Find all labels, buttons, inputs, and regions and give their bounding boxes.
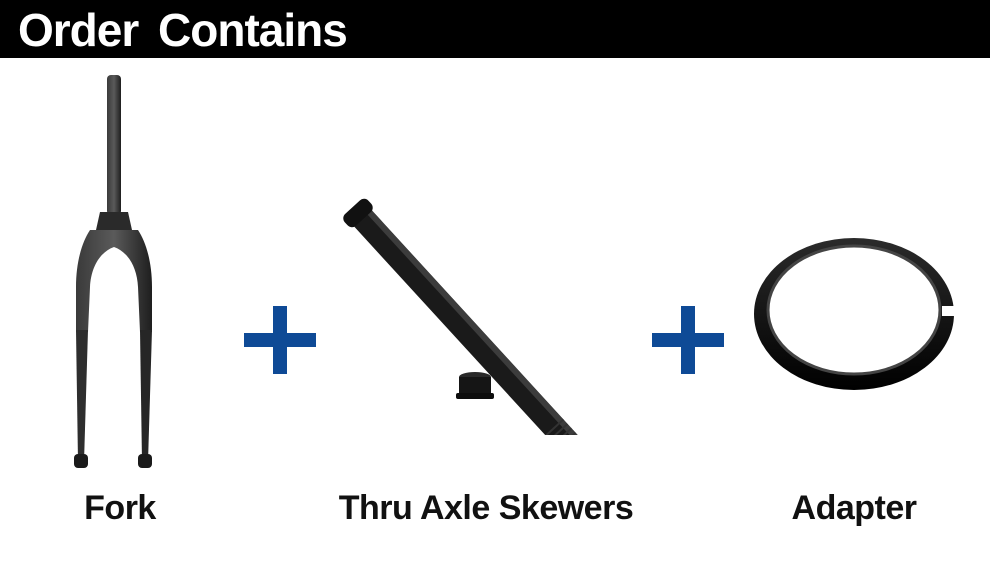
adapter-ring-icon [754,238,958,390]
thru-axle-icon [343,198,584,435]
plus-icon [244,306,316,374]
fork-icon [74,75,152,468]
header-bar: Order Contains [0,0,990,58]
item-label-adapter: Adapter [791,489,917,527]
item-label-thru-axle: Thru Axle Skewers [338,489,634,527]
plus-icon [652,306,724,374]
page-title: Order Contains [18,4,348,56]
item-label-fork: Fork [84,489,156,527]
